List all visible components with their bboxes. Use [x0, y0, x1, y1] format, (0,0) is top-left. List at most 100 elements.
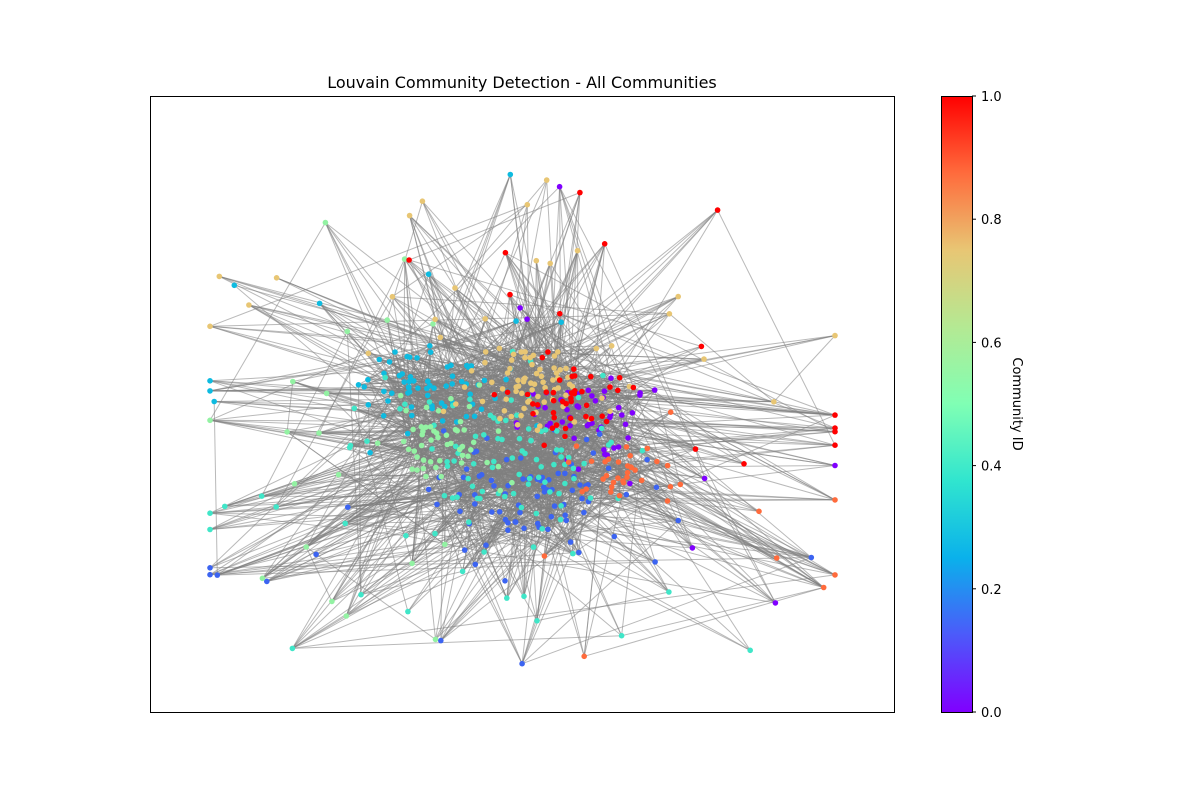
network-node-c7	[569, 373, 575, 380]
network-edge	[426, 406, 474, 443]
network-node-c3	[342, 520, 349, 527]
network-node-c3	[581, 460, 587, 467]
network-node-c1	[605, 465, 612, 472]
colorbar-tick-label: 0.4	[981, 460, 1002, 475]
network-node-c3	[444, 458, 450, 465]
network-node-c3	[618, 632, 625, 639]
network-edge	[409, 215, 436, 320]
network-node-c7	[692, 446, 699, 452]
network-edge	[349, 375, 573, 448]
network-node-c3	[444, 463, 451, 470]
network-node-c2	[411, 378, 417, 384]
network-node-c7	[562, 425, 569, 432]
network-node-c4	[323, 390, 330, 397]
network-node-c6	[832, 497, 838, 503]
network-node-c7	[579, 388, 585, 395]
network-edge	[545, 209, 718, 393]
network-node-c4	[459, 452, 466, 459]
network-edge	[464, 489, 553, 551]
network-node-c5	[515, 383, 522, 389]
network-node-c3	[289, 645, 296, 652]
network-node-c1	[563, 517, 570, 524]
network-node-c2	[558, 319, 564, 326]
network-node-c3	[351, 405, 358, 412]
network-node-c3	[533, 510, 540, 517]
network-node-c4	[457, 418, 464, 425]
network-node-c7	[551, 414, 557, 421]
network-node-c5	[541, 399, 547, 405]
network-node-c1	[808, 554, 815, 561]
network-edge	[501, 412, 554, 440]
network-node-c1	[581, 509, 587, 516]
network-node-c3	[397, 406, 403, 412]
network-node-c3	[542, 427, 549, 433]
network-node-c7	[550, 397, 557, 404]
network-node-c5	[510, 351, 517, 358]
network-node-c3	[477, 495, 483, 502]
network-node-c3	[639, 447, 646, 454]
network-node-c5	[453, 401, 459, 407]
network-node-c1	[583, 436, 590, 443]
network-node-c6	[541, 553, 548, 559]
network-node-c1	[675, 517, 681, 524]
network-node-c2	[449, 381, 456, 387]
network-node-c7	[530, 410, 536, 417]
network-node-c7	[541, 442, 547, 449]
network-node-c1	[611, 533, 618, 540]
network-node-c7	[832, 442, 838, 449]
network-node-c4	[438, 473, 445, 480]
network-node-c1	[502, 578, 508, 584]
network-node-c1	[463, 466, 470, 472]
network-edge	[595, 348, 643, 481]
network-edge	[578, 406, 705, 479]
network-node-c3	[405, 608, 411, 615]
network-node-c0	[619, 412, 625, 418]
network-node-c1	[472, 561, 479, 568]
network-node-c3	[487, 412, 494, 419]
network-node-c4	[322, 219, 329, 226]
network-node-c2	[408, 404, 415, 410]
network-node-c2	[386, 359, 393, 365]
network-node-c1	[489, 509, 495, 515]
network-edge	[515, 521, 812, 558]
network-node-c5	[547, 260, 553, 267]
network-edge	[266, 461, 431, 582]
network-node-c7	[534, 402, 541, 408]
network-node-c2	[478, 406, 485, 413]
network-edge	[519, 307, 612, 379]
network-node-c7	[583, 413, 589, 420]
network-edge	[345, 466, 499, 617]
network-node-c4	[442, 541, 448, 548]
network-edge	[383, 415, 467, 417]
network-edge	[621, 587, 824, 637]
network-edge	[349, 447, 485, 553]
network-node-c2	[389, 390, 395, 397]
network-node-c7	[549, 425, 556, 432]
network-edge	[209, 323, 434, 421]
network-node-c5	[432, 316, 438, 323]
network-node-c7	[550, 409, 557, 416]
network-node-c4	[423, 473, 429, 480]
network-edge	[590, 497, 824, 588]
network-node-c1	[434, 501, 440, 508]
network-edge	[542, 357, 836, 429]
network-node-c3	[533, 456, 540, 463]
network-node-c5	[563, 392, 569, 399]
network-node-c3	[502, 493, 508, 500]
network-edge	[431, 405, 836, 433]
network-edge	[499, 345, 612, 349]
network-node-c7	[491, 391, 498, 398]
network-edge	[527, 209, 718, 395]
network-edge	[439, 476, 553, 491]
network-edge	[501, 439, 569, 458]
network-node-c5	[528, 380, 534, 386]
network-node-c3	[538, 464, 544, 470]
network-node-c2	[381, 388, 387, 395]
network-node-c5	[566, 381, 573, 388]
network-node-c2	[316, 300, 323, 307]
network-node-c4	[427, 459, 434, 465]
network-node-c4	[411, 448, 418, 454]
network-node-c2	[207, 388, 213, 394]
network-node-c1	[520, 476, 526, 482]
network-node-c2	[355, 382, 362, 388]
